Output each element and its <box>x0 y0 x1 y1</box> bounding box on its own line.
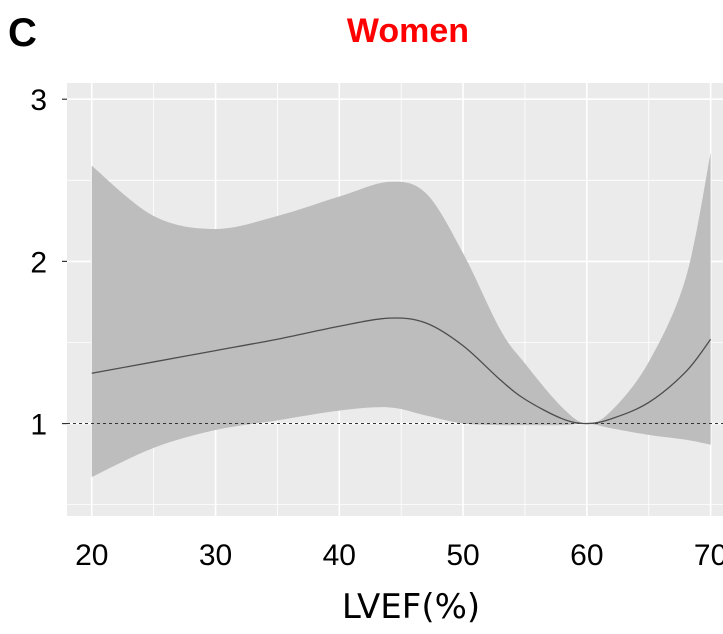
y-tick-label: 3 <box>30 84 47 117</box>
x-tick-label: 70 <box>694 539 723 572</box>
x-tick-label: 20 <box>75 539 108 572</box>
estimate-line <box>91 317 712 425</box>
panel-letter: C <box>8 11 37 55</box>
x-tick-label: 30 <box>199 539 232 572</box>
chart-title: Women <box>347 12 469 50</box>
x-tick-label: 50 <box>446 539 479 572</box>
x-tick-label: 40 <box>323 539 356 572</box>
y-tick-label: 1 <box>30 409 47 442</box>
x-axis-ticks: 20 30 40 50 60 70 <box>75 539 723 572</box>
y-tick-label: 2 <box>30 246 47 279</box>
x-tick-label: 60 <box>570 539 603 572</box>
x-axis-label: LVEF(%) <box>342 587 480 627</box>
confidence-band <box>91 152 711 478</box>
y-axis-ticks: 1 2 3 <box>30 84 67 442</box>
